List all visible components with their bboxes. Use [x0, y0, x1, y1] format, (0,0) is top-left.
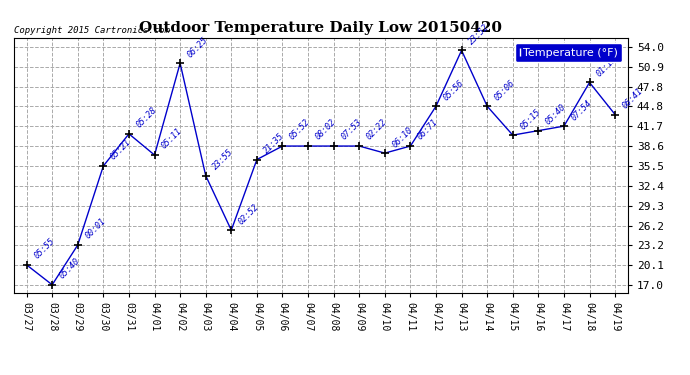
- Text: 05:52: 05:52: [288, 118, 312, 142]
- Legend: Temperature (°F): Temperature (°F): [515, 43, 622, 62]
- Text: 06:71: 06:71: [416, 118, 440, 142]
- Text: 01:13: 01:13: [595, 54, 619, 78]
- Text: 05:28: 05:28: [135, 106, 159, 130]
- Text: 23:55: 23:55: [211, 147, 235, 171]
- Text: 06:10: 06:10: [391, 125, 415, 149]
- Text: Copyright 2015 Cartronics.com: Copyright 2015 Cartronics.com: [14, 26, 170, 35]
- Text: 05:40: 05:40: [58, 256, 82, 280]
- Text: 02:52: 02:52: [237, 202, 261, 226]
- Text: 05:06: 05:06: [493, 78, 517, 102]
- Text: 06:25: 06:25: [186, 35, 210, 59]
- Text: 02:22: 02:22: [365, 118, 389, 142]
- Text: 05:21: 05:21: [109, 138, 133, 162]
- Text: 05:15: 05:15: [518, 107, 542, 131]
- Text: 08:02: 08:02: [314, 118, 337, 142]
- Text: 05:56: 05:56: [442, 78, 466, 102]
- Text: 00:01: 00:01: [83, 217, 108, 241]
- Text: 05:40: 05:40: [544, 102, 568, 126]
- Text: 07:54: 07:54: [569, 98, 593, 122]
- Title: Outdoor Temperature Daily Low 20150420: Outdoor Temperature Daily Low 20150420: [139, 21, 502, 35]
- Text: 05:11: 05:11: [160, 127, 184, 151]
- Text: 05:55: 05:55: [32, 237, 56, 261]
- Text: 21:35: 21:35: [262, 131, 286, 155]
- Text: 06:41: 06:41: [621, 86, 644, 110]
- Text: 07:53: 07:53: [339, 118, 363, 142]
- Text: 23:52: 23:52: [467, 22, 491, 46]
